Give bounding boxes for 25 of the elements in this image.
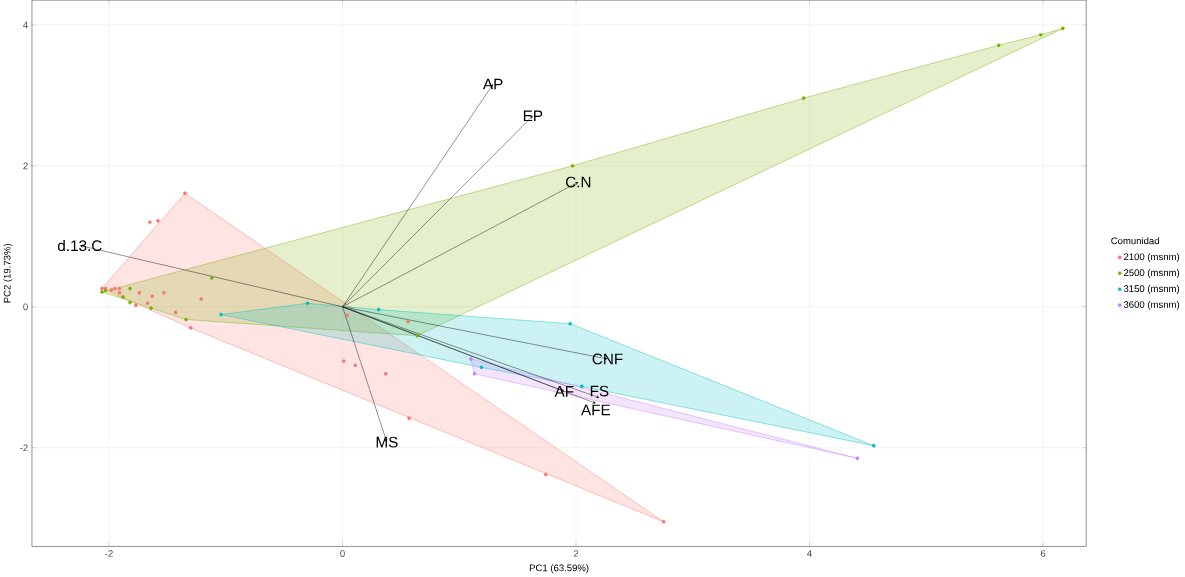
y-tick-label: 0	[23, 303, 28, 311]
annotation: C.N	[565, 176, 591, 188]
legend-label: 3600 (msnm)	[1123, 301, 1180, 310]
legend-label: 2100 (msnm)	[1123, 253, 1180, 263]
y-axis-title: PC2 (19.73%)	[3, 244, 13, 303]
legend-label: 2500 (msnm)	[1123, 269, 1180, 279]
x-tick-label: 0	[340, 550, 345, 558]
annotation: MS	[376, 436, 398, 448]
annotation: AP	[482, 78, 503, 90]
annotation: AF	[554, 386, 574, 397]
y-tick-label: 2	[23, 162, 28, 170]
annotation: EP	[523, 110, 543, 122]
y-tick-label: -2	[20, 444, 28, 452]
legend-title: Comunidad	[1111, 237, 1159, 245]
annotation: d.13.C	[57, 240, 102, 252]
annotation: FS	[590, 385, 609, 397]
annotation: CNF	[592, 353, 623, 365]
x-tick-label: 2	[573, 550, 579, 558]
x-tick-label: 4	[807, 550, 812, 557]
y-tick-label: 4	[23, 21, 28, 29]
x-axis-title: PC1 (63.59%)	[529, 564, 589, 574]
legend-label: 3150 (msnm)	[1123, 285, 1180, 295]
annotation: AFE	[581, 404, 611, 416]
x-tick-label: -2	[105, 550, 113, 558]
x-tick-label: 6	[1040, 550, 1046, 558]
